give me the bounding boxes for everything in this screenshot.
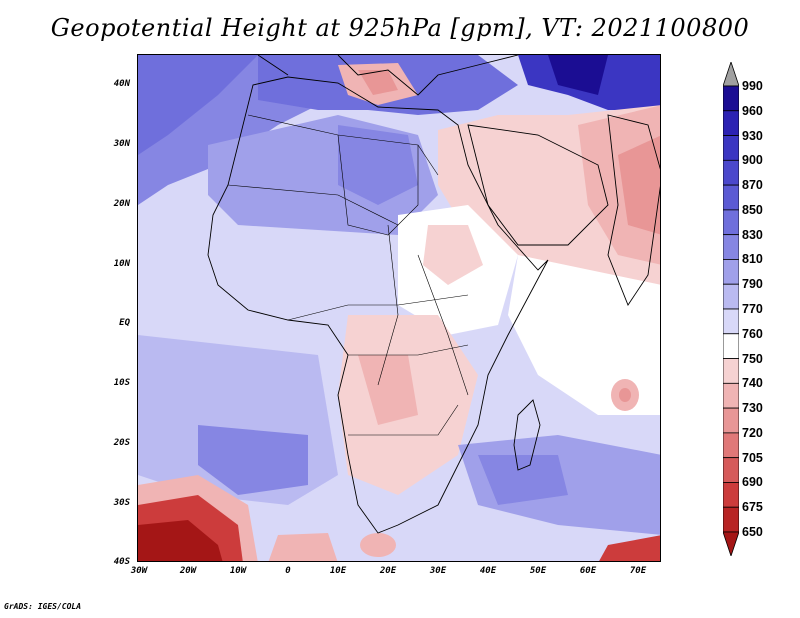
- field-sudan: [423, 225, 483, 285]
- colorbar-box: [723, 308, 739, 335]
- india-coastline: [607, 114, 660, 306]
- colorbar-box: [723, 283, 739, 310]
- colorbar-level-label: 770: [742, 302, 763, 316]
- lon-tick-label: 20W: [179, 566, 197, 576]
- lon-tick-label: 30E: [429, 566, 447, 576]
- map-panel: [137, 54, 661, 562]
- colorbar-box: [723, 358, 739, 384]
- field-so-low-e: [360, 533, 396, 557]
- border-maghreb: [247, 114, 439, 176]
- border-north-south: [377, 224, 399, 386]
- lon-tick-label: 60E: [579, 566, 597, 576]
- colorbar-box: [723, 506, 739, 533]
- colorbar-box: [723, 110, 739, 136]
- colorbar-box: [723, 382, 739, 409]
- grads-credit: GrADS: IGES/COLA: [4, 602, 82, 611]
- colorbar-box: [723, 457, 739, 483]
- colorbar-box: [723, 135, 739, 161]
- lon-tick-label: 50E: [529, 566, 547, 576]
- colorbar-box: [723, 333, 739, 359]
- field-caspian: [548, 55, 608, 95]
- field-so-low-w-core: [138, 520, 223, 561]
- lat-tick-label: 40S: [113, 557, 130, 567]
- lat-tick-label: 40N: [113, 79, 130, 89]
- map-title: Geopotential Height at 925hPa [gpm], VT:…: [50, 14, 750, 42]
- africa-coastline: [207, 76, 549, 534]
- coastlines: [207, 55, 660, 534]
- border-sahel: [227, 184, 399, 226]
- colorbar-level-label: 650: [742, 525, 763, 539]
- colorbar-level-label: 720: [742, 425, 763, 440]
- colorbar-top-arrow: [723, 62, 739, 87]
- lat-tick-label: 10S: [113, 378, 130, 388]
- field-arabian-sea: [508, 255, 660, 415]
- field-so-low-mid: [268, 533, 338, 561]
- colorbar-level-label: 830: [742, 227, 763, 242]
- lon-tick-label: 30W: [130, 566, 148, 576]
- field-sw-indian-high: [478, 455, 568, 505]
- arabia-coastline: [467, 124, 609, 246]
- colorbar-level-label: 750: [742, 351, 763, 366]
- field-indian-low-core: [619, 388, 631, 402]
- lat-tick-label: 10N: [113, 259, 130, 269]
- border-gulf-guinea: [287, 294, 469, 321]
- lat-tick-label: 30N: [113, 139, 130, 149]
- colorbar-level-label: 810: [742, 252, 763, 267]
- geopotential-map: [138, 55, 660, 561]
- colorbar-bottom-arrow: [723, 531, 739, 556]
- colorbar-level-label: 760: [742, 326, 763, 341]
- colorbar: [723, 62, 739, 556]
- border-east: [417, 254, 469, 396]
- lat-tick-label: 20N: [113, 199, 130, 209]
- colorbar-box: [723, 432, 739, 459]
- colorbar-box: [723, 407, 739, 434]
- lon-tick-label: 20E: [379, 566, 397, 576]
- europe-coastline: [257, 55, 519, 96]
- colorbar-level-label: 960: [742, 103, 763, 118]
- lon-tick-label: 10E: [329, 566, 347, 576]
- field-nw-atlantic-core: [138, 55, 258, 155]
- field-south-atlantic-high: [198, 425, 308, 495]
- colorbar-level-label: 730: [742, 401, 763, 416]
- border-central: [348, 344, 469, 356]
- colorbar-level-label: 740: [742, 376, 763, 391]
- colorbar-level-label: 990: [742, 79, 763, 93]
- colorbar-box: [723, 482, 739, 508]
- madagascar-coastline: [513, 399, 541, 471]
- colorbar-level-label: 870: [742, 178, 763, 193]
- colorbar-level-label: 930: [742, 128, 763, 143]
- lon-tick-label: 10W: [229, 566, 247, 576]
- country-borders: [227, 114, 469, 436]
- border-libya-chad: [337, 134, 419, 236]
- field-italy-core: [358, 70, 398, 95]
- colorbar-level-label: 690: [742, 475, 763, 490]
- lon-tick-label: 0: [285, 566, 291, 576]
- colorbar-box: [723, 85, 739, 112]
- field-angola: [358, 355, 418, 425]
- lat-tick-label: 30S: [113, 498, 130, 508]
- colorbar-level-label: 705: [742, 450, 763, 465]
- lon-tick-label: 40E: [479, 566, 497, 576]
- colorbar-box: [723, 259, 739, 285]
- colorbar-level-label: 790: [742, 277, 763, 292]
- colorbar-level-label: 900: [742, 153, 763, 168]
- colorbar-box: [723, 184, 739, 211]
- colorbar-box: [723, 159, 739, 186]
- border-southern: [348, 404, 459, 436]
- field-libya: [338, 125, 418, 205]
- lon-tick-label: 70E: [629, 566, 647, 576]
- lat-tick-label: 20S: [113, 438, 130, 448]
- colorbar-box: [723, 234, 739, 260]
- colorbar-box: [723, 209, 739, 236]
- field-india-core: [618, 135, 660, 235]
- colorbar-level-label: 850: [742, 202, 763, 217]
- field-so-low-far-e: [599, 535, 660, 561]
- lat-tick-label: EQ: [119, 318, 130, 328]
- colorbar-level-label: 675: [742, 500, 763, 515]
- colorbar-boxes: [723, 62, 739, 556]
